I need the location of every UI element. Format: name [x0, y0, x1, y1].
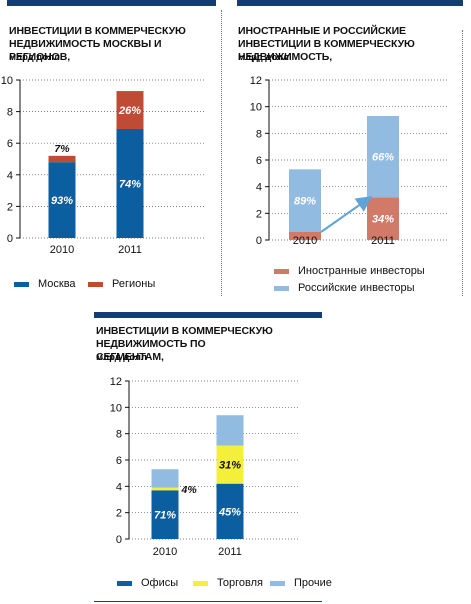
chart1-y-tick-label: 8 — [7, 107, 13, 119]
chart2-y-tick-label: 12 — [250, 75, 262, 87]
legend-item-russian: Российские инвесторы — [274, 282, 415, 294]
chart1-y-tick-label: 0 — [7, 233, 13, 245]
chart2-x-tick-label: 2010 — [293, 235, 317, 247]
chart1-title: ИНВЕСТИЦИИ В КОММЕРЧЕСКУЮ НЕДВИЖИМОСТЬ М… — [9, 25, 186, 63]
chart1-bar-segment — [116, 91, 144, 129]
chart1-bar-segment — [48, 162, 76, 238]
vertical-divider — [221, 10, 222, 296]
chart3-y-tick-label: 0 — [116, 534, 122, 546]
chart1-y-tick-label: 4 — [7, 170, 13, 182]
chart3-x-tick-label: 2010 — [153, 546, 177, 558]
chart3-unit: млрд долл — [96, 352, 147, 363]
chart3-x-tick-label: 2011 — [218, 546, 242, 558]
chart2-bar-segment — [289, 232, 321, 240]
chart3-bar-segment — [151, 469, 179, 488]
chart2-bar-segment — [367, 197, 399, 240]
bottom-rule — [94, 601, 322, 602]
chart1-data-label: 93% — [51, 195, 73, 207]
chart1-data-label: 74% — [119, 178, 141, 190]
chart2-y-tick-label: 2 — [256, 208, 262, 220]
chart2-plot: 0 2 4 6 8 10 12 89% 2010 34% 66% 2011 — [250, 75, 447, 247]
legend-swatch-retail — [193, 580, 208, 586]
right-edge-divider — [462, 30, 463, 296]
chart3-y-tick-label: 2 — [116, 508, 122, 520]
chart3-title: ИНВЕСТИЦИИ В КОММЕРЧЕСКУЮ НЕДВИЖИМОСТЬ П… — [96, 325, 273, 363]
chart3-plot: 0 2 4 6 8 10 12 71% 4% 2010 45% 31% 2011 — [110, 376, 300, 558]
chart2-y-tick-label: 10 — [250, 102, 262, 114]
chart3-bar-segment — [151, 487, 179, 491]
chart3-bar-segment — [216, 483, 244, 539]
chart2-y-tick-label: 8 — [256, 128, 262, 140]
chart1-data-label: 7% — [54, 143, 70, 155]
legend-label-offices: Офисы — [141, 577, 179, 589]
legend-swatch-offices — [117, 580, 132, 586]
legend-item-retail: Торговля — [193, 577, 263, 589]
chart2-y-tick-label: 0 — [256, 235, 262, 247]
chart3-y-tick-label: 6 — [116, 455, 122, 467]
legend-swatch-moscow — [14, 281, 29, 287]
chart3-y-tick-label: 12 — [110, 376, 122, 388]
chart3-bar-segment — [216, 445, 244, 484]
legend-label-russian: Российские инвесторы — [298, 282, 415, 294]
chart2-y-tick-label: 6 — [256, 155, 262, 167]
legend-swatch-russian — [274, 285, 289, 291]
chart3-y-tick-label: 10 — [110, 402, 122, 414]
chart3-data-label: 4% — [181, 484, 198, 496]
legend-item-foreign: Иностранные инвесторы — [274, 265, 425, 277]
chart3-bar-segment — [151, 490, 179, 539]
legend-item-offices: Офисы — [117, 577, 178, 589]
chart3-y-tick-label: 4 — [116, 481, 122, 493]
chart2-growth-arrow — [320, 196, 373, 233]
chart2-header-bar — [237, 0, 463, 6]
chart2-x-tick-label: 2011 — [371, 235, 395, 247]
chart2-data-label: 89% — [294, 196, 316, 208]
chart1-bar-segment — [116, 128, 144, 238]
legend-swatch-regions — [88, 281, 103, 287]
chart3-y-tick-label: 8 — [116, 429, 122, 441]
legend-swatch-other — [270, 580, 285, 586]
legend-label-other: Прочие — [294, 577, 332, 589]
chart3-header-bar — [94, 312, 322, 318]
chart2-data-label: 34% — [372, 214, 394, 226]
legend-item-other: Прочие — [270, 577, 332, 589]
chart3-data-label: 31% — [219, 460, 241, 472]
chart1-y-tick-label: 10 — [1, 75, 13, 87]
chart1-x-tick-label: 2010 — [50, 244, 74, 256]
chart3-data-label: 71% — [154, 510, 176, 522]
chart2-data-label: 66% — [372, 152, 394, 164]
chart1-data-label: 26% — [118, 105, 141, 117]
legend-item-regions: Регионы — [88, 278, 155, 290]
legend-label-retail: Торговля — [217, 577, 263, 589]
chart2-title: ИНОСТРАННЫЕ И РОССИЙСКИЕ ИНВЕСТИЦИИ В КО… — [238, 25, 415, 63]
chart1-y-tick-label: 6 — [7, 138, 13, 150]
chart2-bar-segment — [367, 116, 399, 198]
legend-item-moscow: Москва — [14, 278, 76, 290]
chart1-header-bar — [7, 0, 216, 6]
chart1-bar-segment — [48, 155, 76, 163]
legend-label-moscow: Москва — [38, 278, 76, 290]
legend-label-foreign: Иностранные инвесторы — [298, 265, 425, 277]
legend-label-regions: Регионы — [112, 278, 156, 290]
chart1-x-tick-label: 2011 — [118, 244, 142, 256]
legend-swatch-foreign — [274, 268, 289, 274]
chart2-bar-segment — [289, 169, 321, 232]
chart2-unit: млрд долл — [238, 52, 289, 63]
chart1-unit: млрд долл — [9, 52, 60, 63]
chart1-plot: 0 2 4 6 8 10 93% 7% 2010 74% 26% 2011 — [1, 75, 205, 256]
chart2-y-tick-label: 4 — [256, 182, 262, 194]
chart3-bar-segment — [216, 415, 244, 446]
chart3-data-label: 45% — [218, 506, 241, 518]
chart1-y-tick-label: 2 — [7, 201, 13, 213]
